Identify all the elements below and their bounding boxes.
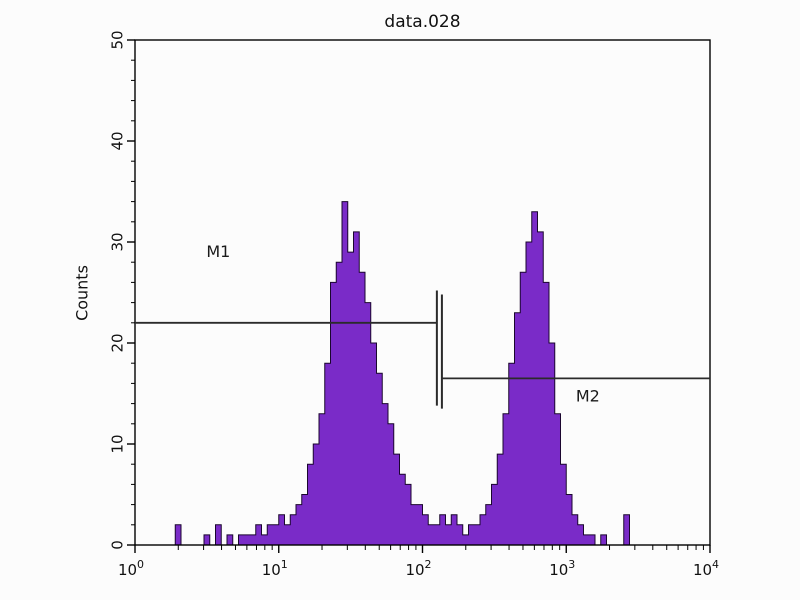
marker-gates: M1 M2 [135,242,710,409]
histogram-area [135,201,710,546]
x-tick-label: 102 [405,558,431,579]
y-tick-label: 40 [109,131,127,150]
x-tick-label: 101 [262,558,288,579]
gate-m1-label: M1 [206,242,230,261]
x-tick-label: 104 [693,558,719,579]
y-tick-label: 30 [109,232,127,251]
plot-frame [134,39,711,546]
gate-m2-label: M2 [576,387,600,406]
axes: 0 10 20 30 40 50 100 101 102 103 104 [109,30,720,579]
y-tick-label: 10 [109,434,127,453]
x-tick-label: 100 [118,558,144,579]
y-tick-label: 50 [109,30,127,49]
x-tick-label: 103 [549,558,575,579]
histogram-series [135,201,710,546]
chart-title: data.028 [384,12,461,32]
y-tick-label: 0 [109,540,127,550]
y-tick-label: 20 [109,333,127,352]
